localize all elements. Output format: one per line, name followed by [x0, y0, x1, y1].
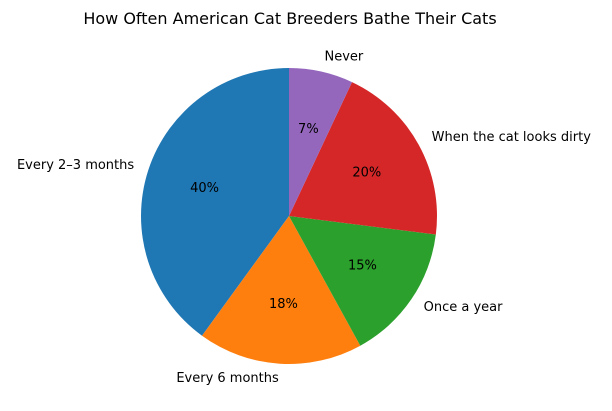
- percent-label-never: 7%: [298, 122, 319, 137]
- percent-label-when-the-cat-looks-dirty: 20%: [352, 166, 381, 181]
- slice-label-every-2-3-months: Every 2–3 months: [17, 158, 134, 173]
- pie-slices: [141, 68, 437, 364]
- slice-labels: Every 2–3 months Every 6 months Once a yea…: [17, 50, 591, 386]
- slice-label-once-a-year: Once a year: [424, 300, 504, 315]
- slice-label-never: Never: [325, 50, 364, 65]
- pie-slice-never: [289, 68, 353, 216]
- chart-title: How Often American Cat Breeders Bathe Th…: [83, 9, 496, 28]
- pie-slice-every-2-3-months: [141, 68, 289, 336]
- percent-labels: 40% 18% 15% 20% 7%: [190, 122, 381, 312]
- slice-label-every-6-months: Every 6 months: [176, 371, 279, 386]
- percent-label-every-6-months: 18%: [269, 297, 298, 312]
- pie-slice-every-6-months: [202, 216, 361, 364]
- pie-slice-when-the-cat-looks-dirty: [289, 82, 437, 235]
- slice-label-when-the-cat-looks-dirty: When the cat looks dirty: [432, 130, 592, 145]
- percent-label-every-2-3-months: 40%: [190, 181, 219, 196]
- pie-slice-once-a-year: [289, 216, 436, 346]
- percent-label-once-a-year: 15%: [348, 258, 377, 273]
